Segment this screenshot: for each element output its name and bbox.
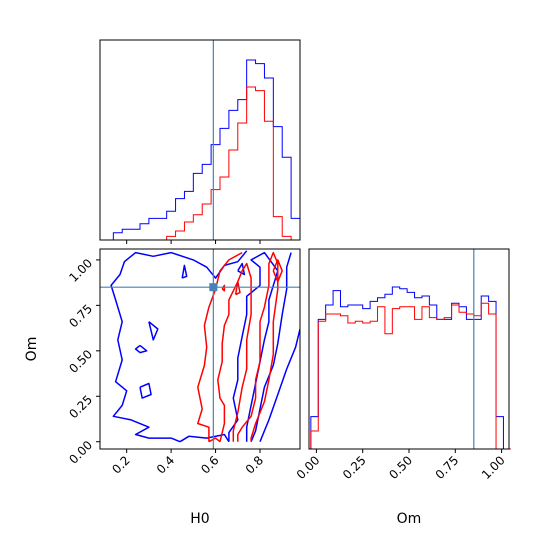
- om-xtick-label: 0.25: [340, 453, 369, 482]
- om-ytick-label: 0.25: [66, 392, 95, 421]
- om-ytick-label: 1.00: [66, 256, 95, 285]
- contour-red-13: [208, 437, 221, 443]
- h0-hist-series-blue: [104, 59, 301, 241]
- h0-marginal-frame: [99, 39, 301, 241]
- contour-red-12: [237, 251, 279, 442]
- om-ytick-label: 0.50: [66, 347, 95, 376]
- joint-panel: 0.2 0.4 0.6 0.8 0.00 0.25 0.50 0.75 1.00: [66, 248, 301, 477]
- contour-blue-4: [139, 382, 152, 399]
- om-xtick-label: 0.00: [294, 453, 323, 482]
- x-axis-label-h0: H0: [190, 511, 209, 527]
- om-xtick-label: 1.00: [479, 453, 508, 482]
- h0-xtick-label: 0.6: [198, 453, 221, 476]
- contour-blue-6: [134, 344, 148, 354]
- om-hist-series-blue: [310, 286, 511, 450]
- y-axis-label-om: Om: [24, 337, 40, 362]
- contour-red-10: [197, 251, 243, 442]
- om-marginal-frame: [308, 248, 510, 450]
- contour-red-16: [221, 284, 226, 292]
- om-hist-series-red: [310, 302, 511, 450]
- h0-xtick-label: 0.4: [154, 453, 177, 476]
- contour-red-15: [272, 259, 283, 283]
- h0-xtick-label: 0.8: [243, 453, 266, 476]
- contour-blue-0: [110, 250, 248, 443]
- om-ytick-label: 0.75: [66, 302, 95, 331]
- x-axis-label-om: Om: [397, 511, 422, 527]
- contour-blue-9: [179, 433, 230, 443]
- joint-frame: [99, 248, 301, 450]
- om-xtick-label: 0.75: [433, 453, 462, 482]
- om-xtick-label: 0.50: [386, 453, 415, 482]
- contour-blue-5: [148, 321, 159, 341]
- contour-blue-7: [181, 264, 188, 279]
- h0-xtick-label: 0.2: [109, 453, 132, 476]
- truth-marker: [209, 283, 218, 292]
- h0-hist-series-red: [104, 86, 300, 241]
- om-ytick-label: 0.00: [66, 438, 95, 467]
- om-marginal-panel: 0.00 0.25 0.50 0.75 1.00: [294, 248, 511, 482]
- h0-marginal-panel: [99, 39, 301, 244]
- contour-blue-3: [259, 328, 300, 442]
